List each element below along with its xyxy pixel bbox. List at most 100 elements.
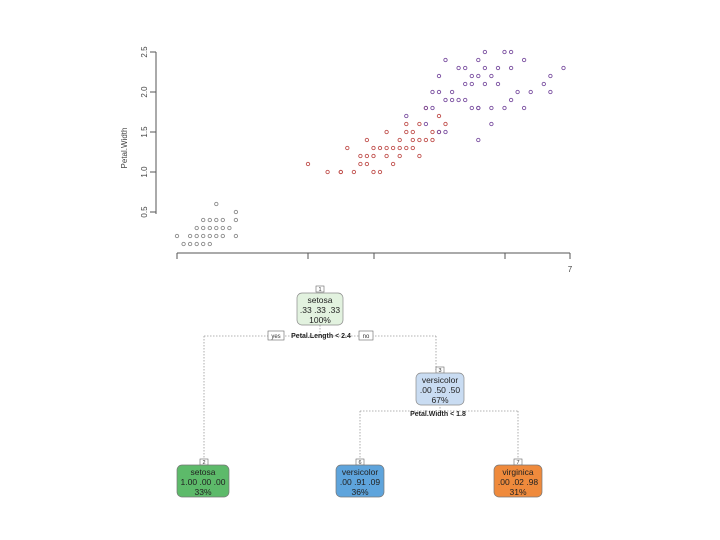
yes-label: yes [271,334,280,340]
scatter-point [207,233,212,239]
scatter-point [397,153,402,159]
scatter-point [476,73,481,79]
scatter-point [207,217,212,223]
scatter-point [515,89,520,95]
node-percent: 33% [194,487,211,497]
scatter-point [436,129,442,135]
scatter-point [404,129,409,135]
scatter-point [214,225,219,231]
node-percent: 100% [309,315,331,325]
scatter-point [194,225,199,231]
scatter-point [417,153,422,159]
node-box [335,464,385,498]
node-number: 7 [516,460,519,466]
node-percent: 31% [509,487,526,497]
scatter-point [397,145,402,151]
scatter-point [508,97,514,103]
scatter-point [430,129,435,135]
scatter-points [174,49,566,247]
no-label: no [363,334,370,340]
split-2-rule: Petal.Width < 1.8 [410,411,466,418]
scatter-point [371,153,376,159]
node-probs: 1.00 .00 .00 [181,477,226,487]
scatter-point [377,169,383,175]
scatter-point [456,65,461,71]
scatter-point [220,225,225,231]
scatter-point [443,121,448,127]
scatter-point [305,161,311,167]
node-class: setosa [307,295,332,305]
scatter-point [436,113,442,119]
scatter-point [476,137,481,143]
tree-node-7: 7 virginica .00 .02 .98 31% [493,458,543,498]
scatter-point [443,97,448,103]
scatter-point [463,97,468,103]
node-box [176,464,230,498]
scatter-point [410,129,415,135]
scatter-point [541,81,546,87]
scatter-point [214,233,219,239]
scatter-point [469,81,474,87]
node-percent: 36% [351,487,368,497]
scatter-point [436,89,442,95]
y-tick-label: 1.5 [140,126,149,138]
scatter-point [436,73,442,79]
scatter-point [482,65,488,71]
scatter-point [325,169,330,175]
scatter-point [430,89,435,95]
scatter-point [502,49,507,55]
scatter-point [364,161,370,167]
scatter-point [201,241,206,247]
scatter-point [384,129,389,135]
scatter-point [521,105,527,111]
scatter-point [194,241,199,247]
scatter-point [489,105,494,111]
y-axis-title: Petal.Width [120,128,129,169]
x-ticks: 7 [176,253,573,274]
tree-edges [203,319,519,462]
scatter-point [207,225,212,231]
scatter-point [377,145,383,151]
tree-node-2: 2 setosa 1.00 .00 .00 33% [176,458,230,498]
scatter-point [201,233,206,239]
scatter-point [233,217,239,223]
y-tick-label: 2.5 [140,46,149,58]
scatter-point [561,65,566,71]
scatter-point [384,145,389,151]
tree-node-6: 6 versicolor .00 .91 .09 36% [335,458,385,498]
scatter-point [423,137,429,143]
scatter-point [449,97,455,103]
y-tick-label: 1.0 [140,166,149,178]
scatter-point [358,153,363,159]
scatter-point [220,233,225,239]
node-number: 1 [318,287,321,293]
scatter-point [469,105,474,111]
scatter-point [345,145,350,151]
split-rule: Petal.Length < 2.4 [291,333,351,340]
scatter-point [181,241,186,247]
scatter-point [364,137,370,143]
scatter-plot: 0.5 1.0 1.5 2.0 2.5 Petal.Width 7 [120,46,573,274]
scatter-point [358,161,363,167]
node-probs: .00 .02 .98 [498,477,538,487]
scatter-point [423,121,429,127]
scatter-point [410,137,415,143]
scatter-point [476,105,481,111]
scatter-point [476,57,481,63]
scatter-point [371,145,376,151]
scatter-point [443,129,448,135]
scatter-point [233,233,239,239]
scatter-point [489,73,494,79]
scatter-point [410,145,415,151]
scatter-point [449,89,455,95]
scatter-point [338,169,343,175]
scatter-point [443,57,448,63]
scatter-point [417,121,422,127]
scatter-point [214,201,219,207]
tree-node-root: 1 setosa .33 .33 .33 100% [296,285,344,326]
scatter-point [495,81,501,87]
scatter-point [456,97,461,103]
node-probs: .33 .33 .33 [300,305,340,315]
node-box [415,372,465,406]
